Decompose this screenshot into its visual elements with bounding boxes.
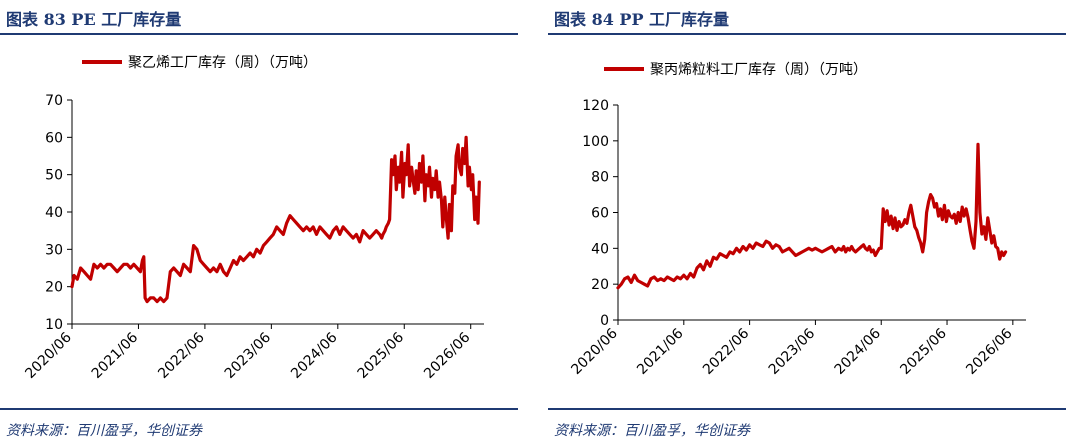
pp-inventory-panel: 图表 84 PP 工厂库存量 聚丙烯粒料工厂库存（周）（万吨） 0 20 40 60 80… [548,0,1066,444]
top-divider [0,33,518,35]
y-tick-label: 50 [45,168,63,184]
y-tick-label: 20 [45,280,63,296]
x-tick-label: 2026/06 [421,329,474,382]
y-tick-label: 60 [591,206,609,222]
x-tick-label: 2024/06 [288,329,341,382]
x-tick-label: 2020/06 [22,329,75,382]
pe-inventory-panel: 图表 83 PE 工厂库存量 聚乙烯工厂库存（周）（万吨） 10 20 30 40 50 6… [0,0,518,444]
pe-inventory-chart: 聚乙烯工厂库存（周）（万吨） 10 20 30 40 50 60 70 2020/06 2021/… [22,55,484,382]
y-tick-label: 80 [591,170,609,186]
top-divider [548,33,1066,35]
y-tick-label: 30 [45,242,63,258]
y-tick-label: 10 [45,317,63,333]
legend: 聚乙烯工厂库存（周）（万吨） [82,55,317,71]
y-tick-label: 60 [45,130,63,146]
x-tick-label: 2023/06 [766,325,819,378]
x-tick-label: 2021/06 [89,329,142,382]
figure-title: 图表 84 PP 工厂库存量 [554,10,730,29]
legend: 聚丙烯粒料工厂库存（周）（万吨） [604,62,867,78]
y-tick-label: 0 [600,313,609,329]
x-tick-label: 2023/06 [222,329,275,382]
figure-title: 图表 83 PE 工厂库存量 [6,10,182,29]
series-line [70,135,481,304]
x-tick-label: 2022/06 [700,325,753,378]
y-tick-label: 40 [591,241,609,257]
y-tick-label: 70 [45,93,63,109]
source-note: 资料来源：百川盈孚，华创证券 [6,423,202,439]
y-tick-label: 20 [591,277,609,293]
legend-label: 聚乙烯工厂库存（周）（万吨） [128,55,317,71]
x-tick-label: 2020/06 [568,325,621,378]
x-tick-label: 2024/06 [832,325,885,378]
series-line [616,142,1008,290]
source-note: 资料来源：百川盈孚，华创证券 [554,423,750,439]
x-tick-label: 2021/06 [634,325,687,378]
y-tick-label: 120 [582,98,609,114]
bottom-divider [548,408,1066,410]
y-tick-label: 100 [582,134,609,150]
x-tick-label: 2025/06 [355,329,408,382]
bottom-divider [0,408,518,410]
x-tick-label: 2026/06 [963,325,1016,378]
legend-label: 聚丙烯粒料工厂库存（周）（万吨） [650,62,867,78]
x-tick-label: 2022/06 [155,329,208,382]
y-tick-label: 40 [45,205,63,221]
x-tick-label: 2025/06 [897,325,950,378]
